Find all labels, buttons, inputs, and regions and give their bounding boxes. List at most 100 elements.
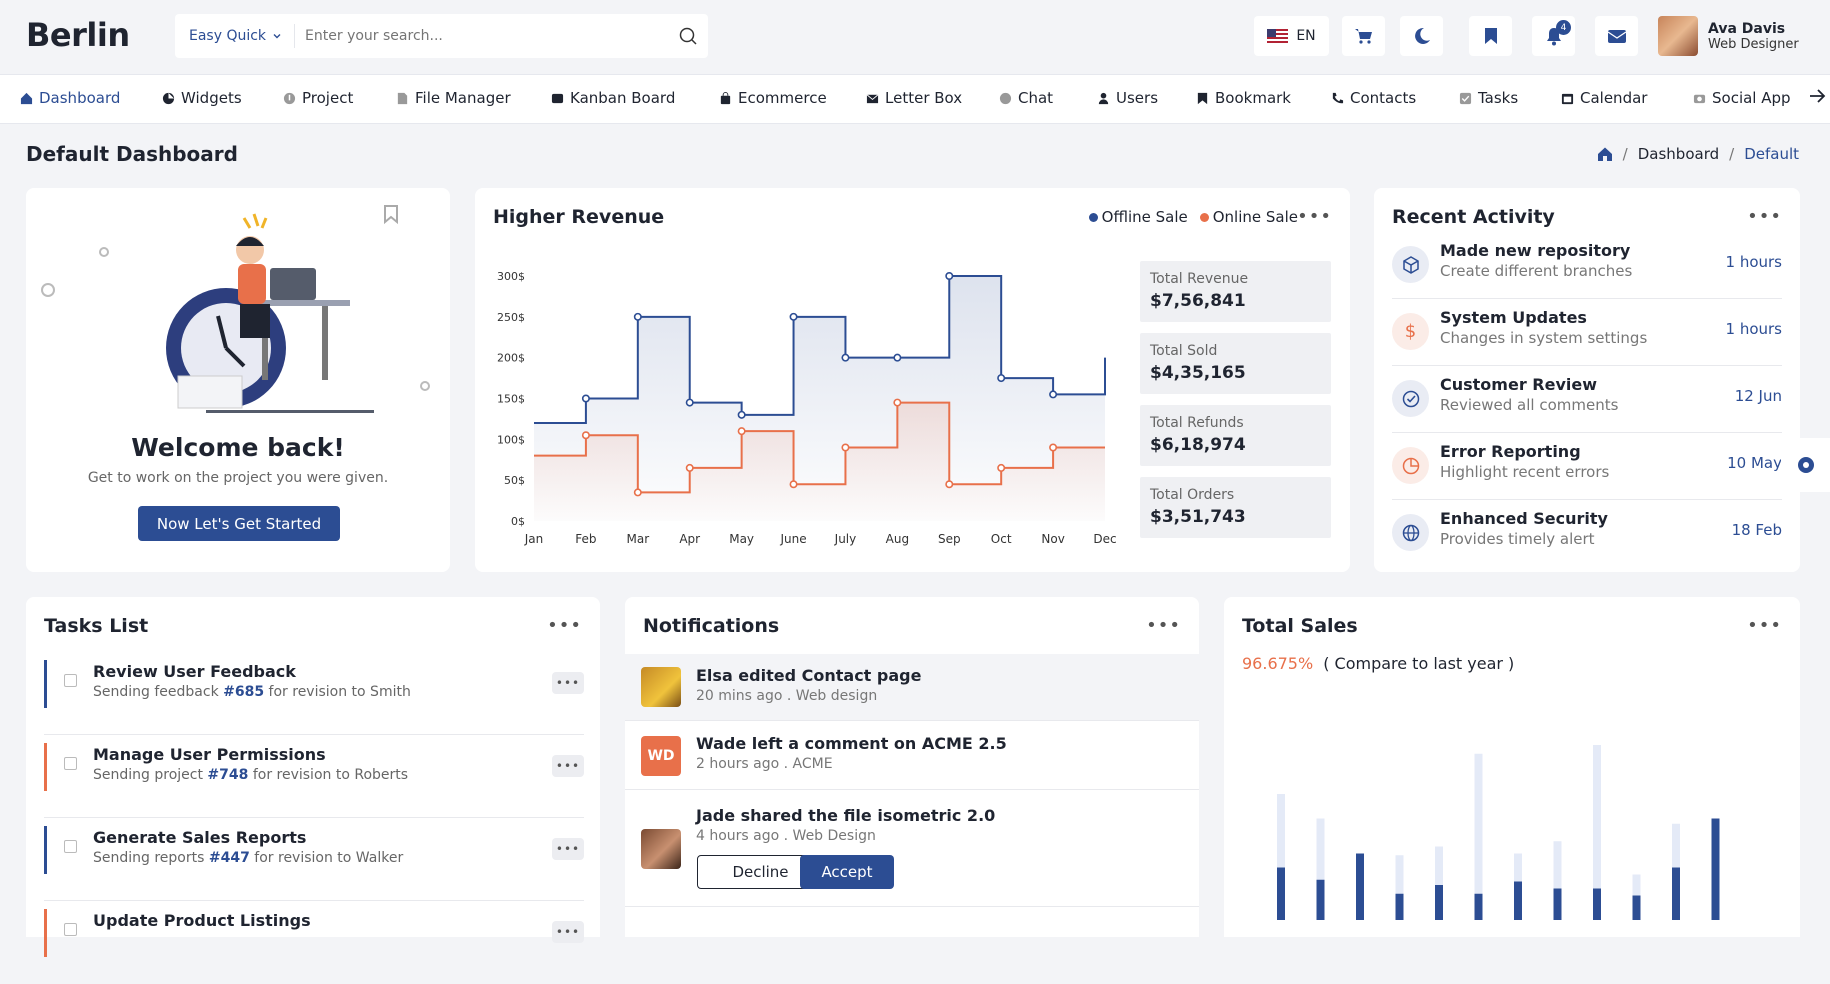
more-options-icon[interactable]: ••• bbox=[547, 615, 582, 636]
activity-subtitle: Highlight recent errors bbox=[1440, 463, 1610, 481]
welcome-title: Welcome back! bbox=[131, 433, 345, 462]
data-point bbox=[737, 410, 746, 419]
activity-item[interactable]: Customer Review Reviewed all comments 12… bbox=[1392, 367, 1782, 433]
get-started-button[interactable]: Now Let's Get Started bbox=[138, 506, 340, 541]
bar-value bbox=[1395, 893, 1404, 920]
message-icon bbox=[1607, 30, 1626, 43]
nav-item-kanban-board[interactable]: Kanban Board bbox=[551, 89, 675, 107]
nav-item-label: Kanban Board bbox=[570, 89, 676, 107]
y-tick-label: 100$ bbox=[497, 433, 525, 446]
nav-item-bookmark[interactable]: Bookmark bbox=[1196, 89, 1291, 107]
tasks-title: Tasks List bbox=[44, 615, 149, 637]
legend-offline[interactable]: Offline Sale bbox=[1088, 208, 1188, 226]
nav-item-contacts[interactable]: Contacts bbox=[1331, 89, 1416, 107]
sales-summary: 96.675% ( Compare to last year ) bbox=[1242, 654, 1514, 673]
search-bar: Easy Quick bbox=[175, 14, 708, 58]
widgets-icon bbox=[162, 92, 175, 104]
stat-value: $7,56,841 bbox=[1150, 291, 1246, 311]
brand-logo[interactable]: Berlin bbox=[26, 16, 130, 54]
more-options-icon[interactable]: ••• bbox=[1747, 615, 1782, 636]
welcome-illustration bbox=[41, 205, 430, 413]
home-icon[interactable] bbox=[1597, 146, 1613, 162]
accept-button[interactable]: Accept bbox=[800, 855, 894, 889]
x-tick-label: Nov bbox=[1041, 532, 1064, 546]
task-subtitle: Sending reports #447 for revision to Wal… bbox=[93, 850, 404, 866]
notification-item[interactable]: Elsa edited Contact page 20 mins ago . W… bbox=[625, 654, 1199, 721]
bar-total bbox=[1593, 745, 1601, 920]
bar-value bbox=[1435, 885, 1443, 920]
nav-item-tasks[interactable]: Tasks bbox=[1459, 89, 1518, 107]
task-menu-button[interactable]: ••• bbox=[552, 838, 584, 860]
breadcrumb-dashboard[interactable]: Dashboard bbox=[1637, 145, 1720, 163]
nav-item-social-app[interactable]: Social App bbox=[1693, 89, 1791, 107]
nav-item-users[interactable]: Users bbox=[1097, 89, 1158, 107]
task-title: Generate Sales Reports bbox=[93, 828, 307, 847]
notifications-button[interactable]: 4 bbox=[1532, 16, 1575, 56]
nav-item-label: Letter Box bbox=[885, 89, 963, 107]
more-options-icon[interactable]: ••• bbox=[1146, 615, 1181, 636]
nav-item-widgets[interactable]: Widgets bbox=[162, 89, 242, 107]
task-checkbox[interactable] bbox=[64, 840, 77, 853]
task-checkbox[interactable] bbox=[64, 674, 77, 687]
more-options-icon[interactable]: ••• bbox=[1297, 206, 1332, 227]
task-subtitle: Sending project #748 for revision to Rob… bbox=[93, 767, 409, 783]
search-icon[interactable] bbox=[668, 26, 708, 46]
task-subtitle: Sending feedback #685 for revision to Sm… bbox=[93, 684, 411, 700]
cart-button[interactable] bbox=[1342, 16, 1385, 56]
bar-value bbox=[1672, 867, 1680, 920]
activity-time: 18 Feb bbox=[1731, 521, 1782, 539]
task-item: Generate Sales Reports Sending reports #… bbox=[44, 818, 584, 901]
nav-scroll-right[interactable] bbox=[1808, 87, 1826, 105]
stat-total-revenue: Total Revenue $7,56,841 bbox=[1140, 261, 1331, 322]
theme-toggle-button[interactable] bbox=[1400, 16, 1443, 56]
y-tick-label: 300$ bbox=[497, 270, 525, 283]
customizer-button[interactable] bbox=[1781, 438, 1830, 492]
bar-total bbox=[1474, 753, 1483, 920]
nav-item-project[interactable]: Project bbox=[283, 89, 353, 107]
nav-item-letter-box[interactable]: Letter Box bbox=[866, 89, 962, 107]
activity-title: Made new repository bbox=[1440, 241, 1631, 260]
bookmark-button[interactable] bbox=[1469, 16, 1512, 56]
search-input[interactable] bbox=[295, 28, 668, 44]
legend-online[interactable]: Online Sale bbox=[1199, 208, 1298, 226]
us-flag-icon bbox=[1267, 29, 1289, 43]
bar-value bbox=[1474, 893, 1483, 920]
activity-subtitle: Create different branches bbox=[1440, 262, 1633, 280]
notification-item[interactable]: Jade shared the file isometric 2.0 4 hou… bbox=[625, 791, 1199, 907]
y-tick-label: 150$ bbox=[497, 393, 525, 406]
activity-subtitle: Reviewed all comments bbox=[1440, 396, 1619, 414]
bar-total bbox=[1553, 841, 1562, 920]
nav-item-label: Calendar bbox=[1580, 89, 1648, 107]
activity-item[interactable]: Made new repository Create different bra… bbox=[1392, 233, 1782, 299]
nav-item-file-manager[interactable]: File Manager bbox=[396, 89, 511, 107]
nav-item-calendar[interactable]: Calendar bbox=[1561, 89, 1647, 107]
task-menu-button[interactable]: ••• bbox=[552, 755, 584, 777]
task-menu-button[interactable]: ••• bbox=[552, 921, 584, 943]
search-mode-select[interactable]: Easy Quick bbox=[175, 24, 296, 48]
activity-item[interactable]: Error Reporting Highlight recent errors … bbox=[1392, 434, 1782, 500]
stat-total-sold: Total Sold $4,35,165 bbox=[1140, 333, 1331, 394]
nav-item-dashboard[interactable]: Dashboard bbox=[20, 89, 120, 107]
nav-item-ecommerce[interactable]: Ecommerce bbox=[719, 89, 827, 107]
sales-bar-chart bbox=[1277, 745, 1720, 920]
nav-item-chat[interactable]: Chat bbox=[999, 89, 1053, 107]
notification-item[interactable]: WD Wade left a comment on ACME 2.5 2 hou… bbox=[625, 722, 1199, 790]
user-profile[interactable]: Ava Davis Web Designer bbox=[1658, 16, 1799, 56]
x-tick-label: June bbox=[779, 532, 806, 546]
stat-label: Total Orders bbox=[1150, 487, 1235, 503]
activity-item[interactable]: Enhanced Security Provides timely alert … bbox=[1392, 501, 1782, 567]
messages-button[interactable] bbox=[1595, 16, 1638, 56]
language-selector[interactable]: EN bbox=[1254, 16, 1329, 56]
task-checkbox[interactable] bbox=[64, 757, 77, 770]
task-item: Review User Feedback Sending feedback #6… bbox=[44, 652, 584, 735]
data-point bbox=[633, 488, 642, 497]
more-options-icon[interactable]: ••• bbox=[1747, 206, 1782, 227]
activity-title: Recent Activity bbox=[1392, 206, 1555, 228]
task-checkbox[interactable] bbox=[64, 923, 77, 936]
stat-total-refunds: Total Refunds $6,18,974 bbox=[1140, 405, 1331, 466]
y-tick-label: 250$ bbox=[497, 311, 525, 324]
task-menu-button[interactable]: ••• bbox=[552, 672, 584, 694]
y-tick-label: 50$ bbox=[504, 474, 525, 487]
activity-item[interactable]: $ System Updates Changes in system setti… bbox=[1392, 300, 1782, 366]
info-icon bbox=[283, 92, 296, 104]
